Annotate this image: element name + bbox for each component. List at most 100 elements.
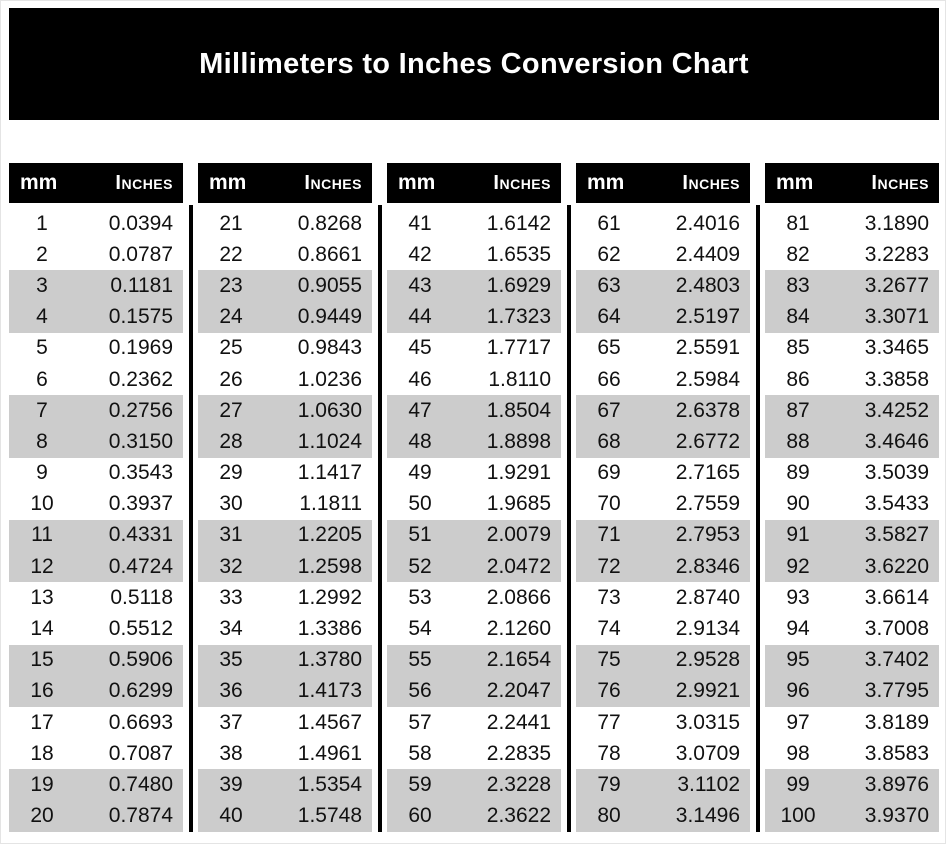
mm-value: 66 — [597, 367, 621, 391]
table-row: 22 0.8661 — [198, 239, 372, 271]
mm-value: 56 — [408, 679, 432, 703]
mm-value: 97 — [786, 710, 810, 734]
table-row: 17 0.6693 — [9, 707, 183, 739]
inches-value: 0.4724 — [108, 554, 173, 578]
mm-value: 47 — [408, 398, 432, 422]
mm-value: 96 — [786, 679, 810, 703]
mm-value: 28 — [219, 429, 243, 453]
inches-value: 3.0709 — [675, 741, 740, 765]
mm-value: 52 — [408, 554, 432, 578]
table-row: 75 2.9528 — [576, 644, 750, 676]
inches-value: 0.3543 — [108, 461, 173, 485]
inches-value: 3.5039 — [864, 461, 929, 485]
inches-value: 2.4016 — [675, 211, 740, 235]
inches-value: 1.5354 — [297, 772, 362, 796]
table-row: 38 1.4961 — [198, 738, 372, 770]
inches-value: 0.1969 — [108, 336, 173, 360]
mm-value: 48 — [408, 429, 432, 453]
table-row: 65 2.5591 — [576, 332, 750, 364]
table-row: 84 3.3071 — [765, 301, 939, 333]
inches-value: 2.9921 — [675, 679, 740, 703]
inches-value: 3.6220 — [864, 554, 929, 578]
table-row: 61 2.4016 — [576, 208, 750, 240]
inches-value: 0.1181 — [110, 273, 173, 297]
inches-value: 0.7087 — [108, 741, 173, 765]
inches-value: 0.5512 — [108, 617, 173, 641]
mm-value: 5 — [36, 336, 48, 360]
mm-value: 36 — [219, 679, 243, 703]
mm-value: 92 — [786, 554, 810, 578]
table-row: 13 0.5118 — [9, 582, 183, 614]
table-row: 15 0.5906 — [9, 644, 183, 676]
inches-value: 2.5984 — [675, 367, 740, 391]
conversion-table-21-40: mm Inches 21 0.8268 22 0.8661 23 0.9055 24 0.94… — [198, 163, 372, 835]
inches-value: 3.3071 — [864, 305, 929, 329]
inches-value: 0.9449 — [297, 305, 362, 329]
table-row: 2 0.0787 — [9, 239, 183, 271]
table-row: 46 1.8110 — [387, 363, 561, 396]
mm-value: 7 — [36, 398, 48, 422]
mm-value: 76 — [597, 679, 621, 703]
table-row: 6 0.2362 — [9, 363, 183, 396]
mm-value: 29 — [219, 461, 243, 485]
mm-value: 49 — [408, 461, 432, 485]
inches-value: 0.3937 — [108, 492, 173, 516]
table-row: 94 3.7008 — [765, 613, 939, 645]
inches-value: 1.2205 — [297, 523, 362, 547]
table-row: 69 2.7165 — [576, 457, 750, 489]
inches-value: 2.2047 — [486, 679, 551, 703]
inches-value: 2.8740 — [675, 585, 740, 609]
inches-value: 0.9843 — [297, 336, 362, 360]
table-row: 7 0.2756 — [9, 395, 183, 427]
mm-value: 9 — [36, 461, 48, 485]
table-row: 21 0.8268 — [198, 208, 372, 240]
mm-value: 80 — [597, 804, 621, 828]
mm-value: 61 — [597, 211, 621, 235]
inches-value: 1.6929 — [486, 273, 551, 297]
mm-value: 79 — [597, 772, 621, 796]
mm-value: 73 — [597, 585, 621, 609]
inches-value: 3.1890 — [864, 211, 929, 235]
inches-value: 0.0787 — [108, 242, 173, 266]
table-row: 68 2.6772 — [576, 426, 750, 458]
inches-value: 0.5906 — [108, 648, 173, 672]
mm-value: 87 — [786, 398, 810, 422]
table-divider — [566, 205, 571, 832]
mm-value: 75 — [597, 648, 621, 672]
inches-value: 1.8110 — [488, 367, 551, 391]
table-row: 100 3.9370 — [765, 800, 939, 832]
table-rows: 61 2.4016 62 2.4409 63 2.4803 64 2.5197 65 2.5591… — [576, 208, 750, 832]
table-row: 3 0.1181 — [9, 270, 183, 302]
inches-value: 0.7874 — [108, 804, 173, 828]
mm-value: 30 — [219, 492, 243, 516]
inches-value: 1.6142 — [486, 211, 551, 235]
mm-value: 35 — [219, 648, 243, 672]
table-row: 28 1.1024 — [198, 426, 372, 458]
inches-value: 3.7402 — [864, 648, 929, 672]
table-row: 29 1.1417 — [198, 457, 372, 489]
inches-value: 2.7559 — [675, 492, 740, 516]
table-row: 79 3.1102 — [576, 769, 750, 801]
conversion-table-1-20: mm Inches 1 0.0394 2 0.0787 3 0.1181 4 0.1575 5 0… — [9, 163, 183, 835]
inches-value: 0.0394 — [108, 211, 173, 235]
table-row: 95 3.7402 — [765, 644, 939, 676]
mm-value: 3 — [36, 273, 48, 297]
table-header: mm Inches — [765, 163, 939, 203]
inches-value: 0.2362 — [108, 367, 173, 391]
table-row: 56 2.2047 — [387, 675, 561, 707]
inches-value: 3.5433 — [864, 492, 929, 516]
inches-value: 1.2598 — [297, 554, 362, 578]
table-row: 93 3.6614 — [765, 582, 939, 614]
page-title: Millimeters to Inches Conversion Chart — [199, 47, 749, 80]
table-row: 32 1.2598 — [198, 551, 372, 583]
table-row: 24 0.9449 — [198, 301, 372, 333]
table-row: 14 0.5512 — [9, 613, 183, 645]
title-banner: Millimeters to Inches Conversion Chart — [9, 8, 939, 120]
table-row: 92 3.6220 — [765, 551, 939, 583]
mm-value: 72 — [597, 554, 621, 578]
mm-value: 44 — [408, 305, 432, 329]
table-row: 8 0.3150 — [9, 426, 183, 458]
mm-value: 20 — [30, 804, 54, 828]
table-row: 62 2.4409 — [576, 239, 750, 271]
table-row: 41 1.6142 — [387, 208, 561, 240]
